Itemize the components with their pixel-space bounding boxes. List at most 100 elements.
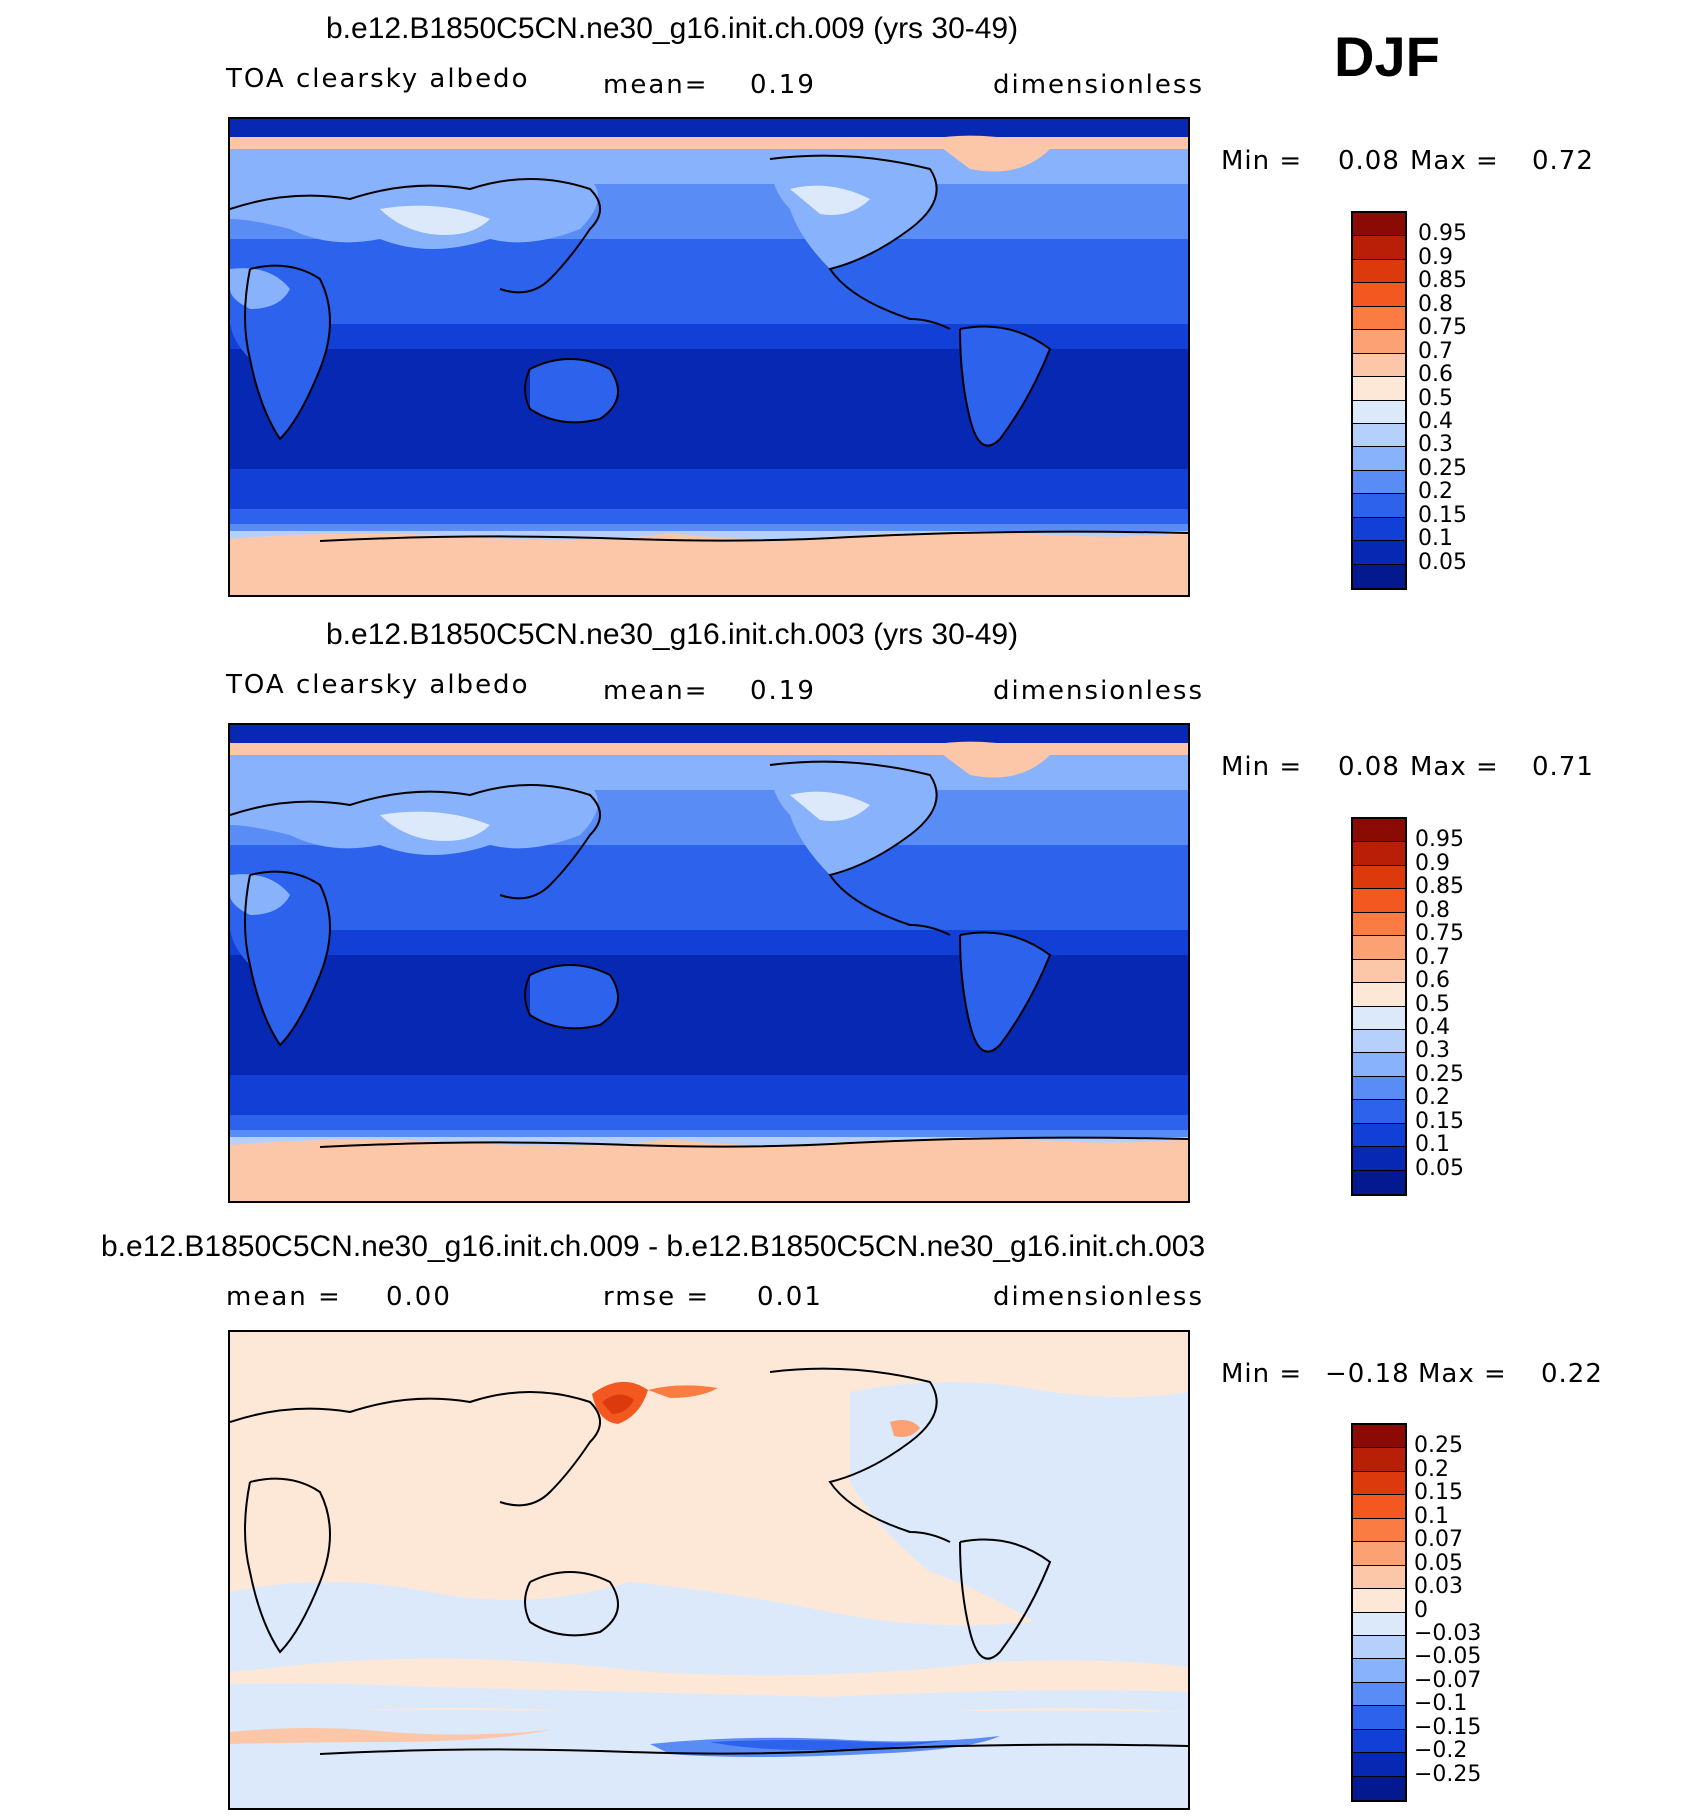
colorbar-swatch [1353, 1518, 1405, 1543]
colorbar-swatch [1353, 1076, 1405, 1101]
colorbar-label: 0.2 [1415, 1085, 1450, 1111]
colorbar-label: 0.2 [1418, 479, 1453, 505]
colorbar-swatch [1353, 1495, 1405, 1519]
panel3-mean-value: 0.00 [386, 1282, 452, 1312]
panel1-mean-label: mean= [603, 70, 709, 100]
colorbar-swatch [1353, 353, 1405, 378]
colorbar-label: 0.75 [1415, 921, 1464, 947]
colorbar-label: 0.8 [1415, 897, 1450, 923]
colorbar-swatch [1353, 1659, 1405, 1683]
colorbar-swatch [1353, 819, 1405, 843]
colorbar-label: 0.9 [1418, 244, 1453, 270]
colorbar-label: 0.3 [1418, 432, 1453, 458]
panel3-rmse-value: 0.01 [757, 1282, 823, 1312]
colorbar-swatch [1353, 447, 1405, 471]
colorbar-swatch [1353, 1448, 1405, 1472]
colorbar-label: 0.85 [1415, 874, 1464, 900]
panel3-colorbar [1351, 1423, 1407, 1802]
colorbar-swatch [1353, 1029, 1405, 1054]
panel1-min-value: 0.08 [1338, 146, 1400, 176]
colorbar-label: 0.2 [1414, 1456, 1449, 1482]
panel3-title: b.e12.B1850C5CN.ne30_g16.init.ch.009 - b… [101, 1230, 1206, 1263]
panel2-units: dimensionless [993, 676, 1204, 706]
panel2-mean-value: 0.19 [750, 676, 816, 706]
panel2-min-value: 0.08 [1338, 752, 1400, 782]
colorbar-label: 0.1 [1418, 526, 1453, 552]
colorbar-swatch [1353, 541, 1405, 565]
colorbar-swatch [1353, 1706, 1405, 1730]
colorbar-swatch [1353, 1542, 1405, 1566]
panel2-variable-label: TOA clearsky albedo [226, 670, 530, 700]
colorbar-label: 0.25 [1415, 1061, 1464, 1087]
colorbar-swatch [1353, 400, 1405, 424]
colorbar-swatch [1353, 912, 1405, 937]
colorbar-swatch [1353, 1612, 1405, 1636]
colorbar-swatch [1353, 306, 1405, 331]
colorbar-swatch [1353, 1729, 1405, 1754]
colorbar-label: 0.3 [1415, 1038, 1450, 1064]
colorbar-label: −0.2 [1414, 1738, 1468, 1764]
colorbar-label: 0 [1414, 1597, 1428, 1623]
colorbar-swatch [1353, 1147, 1405, 1171]
panel2-map [228, 723, 1190, 1203]
colorbar-label: 0.5 [1415, 991, 1450, 1017]
panel3-units: dimensionless [993, 1282, 1204, 1312]
panel3-max-value: 0.22 [1541, 1359, 1603, 1389]
colorbar-swatch [1353, 936, 1405, 960]
colorbar-label: 0.03 [1414, 1574, 1463, 1600]
panel3-max-label: Max = [1418, 1359, 1507, 1389]
panel2-title: b.e12.B1850C5CN.ne30_g16.init.ch.003 (yr… [326, 618, 1019, 651]
panel1-title: b.e12.B1850C5CN.ne30_g16.init.ch.009 (yr… [326, 12, 1019, 45]
colorbar-label: −0.05 [1414, 1644, 1482, 1670]
colorbar-label: 0.8 [1418, 291, 1453, 317]
panel2-colorbar [1351, 817, 1407, 1196]
colorbar-swatch [1353, 1776, 1405, 1800]
colorbar-label: 0.95 [1415, 827, 1464, 853]
colorbar-label: 0.15 [1414, 1480, 1463, 1506]
colorbar-label: 0.05 [1415, 1155, 1464, 1181]
panel1-colorbar [1351, 211, 1407, 590]
colorbar-swatch [1353, 1753, 1405, 1777]
colorbar-swatch [1353, 259, 1405, 284]
colorbar-swatch [1353, 1100, 1405, 1124]
colorbar-swatch [1353, 959, 1405, 984]
panel1-variable-label: TOA clearsky albedo [226, 64, 530, 94]
colorbar-swatch [1353, 470, 1405, 495]
colorbar-label: 0.5 [1418, 385, 1453, 411]
panel1-units: dimensionless [993, 70, 1204, 100]
colorbar-label: 0.75 [1418, 315, 1467, 341]
colorbar-swatch [1353, 494, 1405, 518]
panel1-mean-value: 0.19 [750, 70, 816, 100]
panel3-rmse-label: rmse = [603, 1282, 711, 1312]
colorbar-swatch [1353, 1123, 1405, 1148]
panel1-max-label: Max = [1410, 146, 1499, 176]
colorbar-swatch [1353, 983, 1405, 1007]
colorbar-label: 0.9 [1415, 850, 1450, 876]
colorbar-label: 0.4 [1418, 408, 1453, 434]
colorbar-swatch [1353, 1565, 1405, 1590]
colorbar-swatch [1353, 213, 1405, 237]
colorbar-swatch [1353, 283, 1405, 307]
colorbar-label: 0.25 [1418, 455, 1467, 481]
panel3-mean-label: mean = [226, 1282, 342, 1312]
colorbar-swatch [1353, 377, 1405, 401]
colorbar-label: 0.7 [1418, 338, 1453, 364]
colorbar-label: −0.07 [1414, 1667, 1482, 1693]
colorbar-label: −0.25 [1414, 1761, 1482, 1787]
colorbar-label: 0.7 [1415, 944, 1450, 970]
colorbar-label: 0.15 [1418, 502, 1467, 528]
colorbar-label: 0.07 [1414, 1527, 1463, 1553]
colorbar-swatch [1353, 517, 1405, 542]
colorbar-swatch [1353, 1170, 1405, 1194]
colorbar-label: 0.85 [1418, 268, 1467, 294]
colorbar-swatch [1353, 1006, 1405, 1030]
colorbar-label: 0.1 [1415, 1132, 1450, 1158]
colorbar-swatch [1353, 1589, 1405, 1613]
colorbar-swatch [1353, 865, 1405, 890]
panel3-map [228, 1330, 1190, 1810]
colorbar-swatch [1353, 236, 1405, 260]
colorbar-swatch [1353, 1471, 1405, 1496]
colorbar-swatch [1353, 1635, 1405, 1660]
colorbar-swatch [1353, 330, 1405, 354]
panel1-map [228, 117, 1190, 597]
